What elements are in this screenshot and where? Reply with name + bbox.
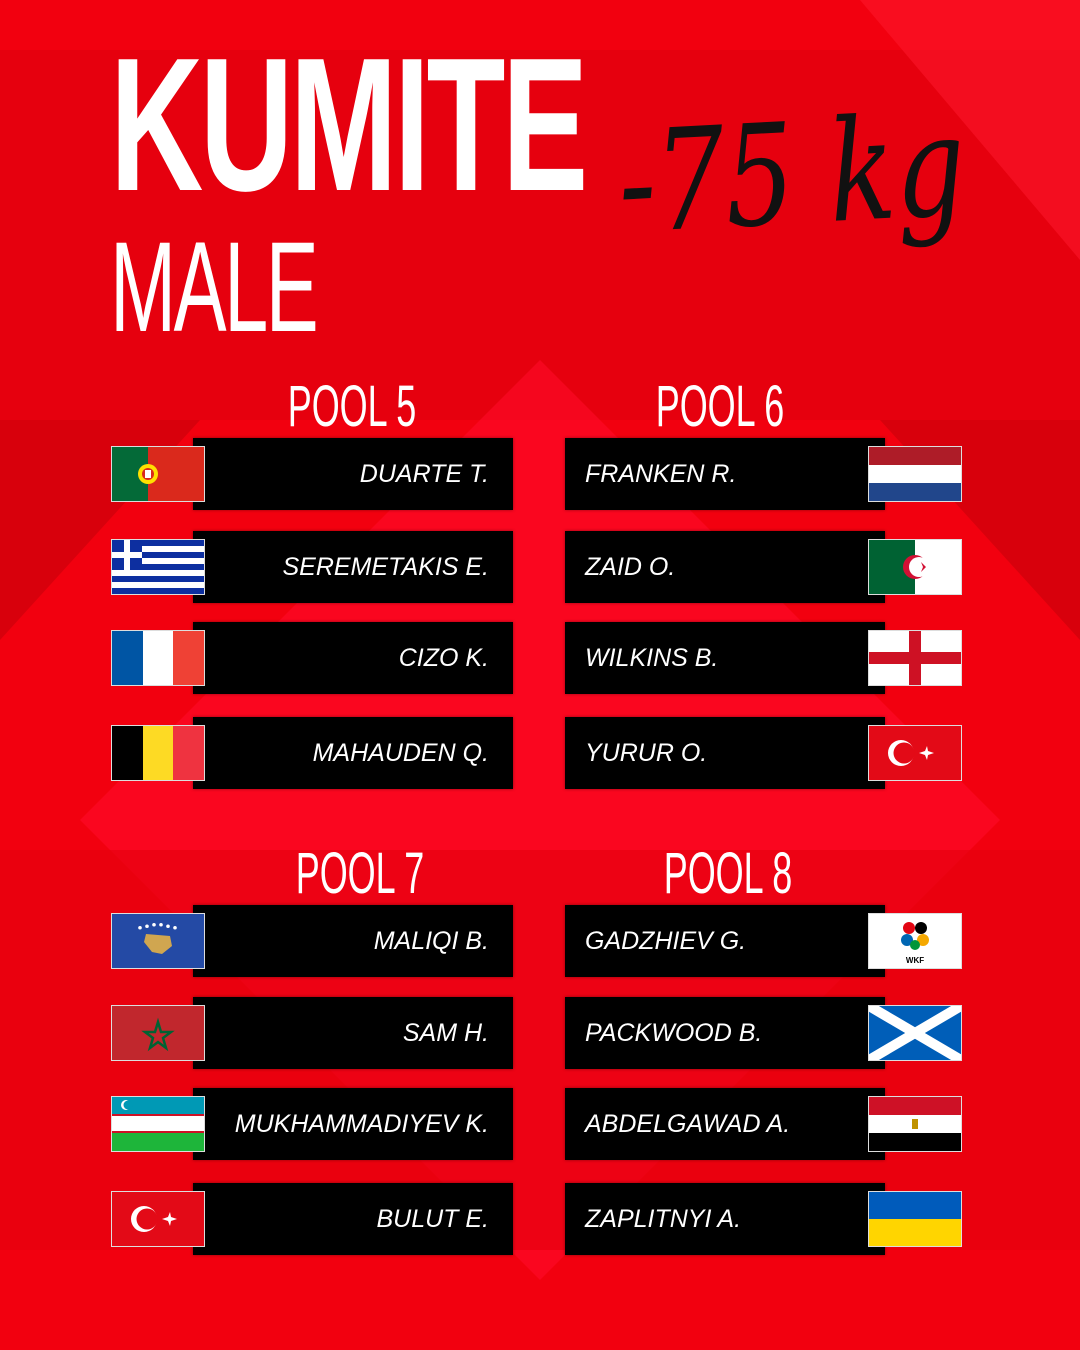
turkey-flag-icon [111,1191,205,1247]
pool-title: POOL 7 [295,841,425,906]
netherlands-flag-icon [868,446,962,502]
athlete-row: ZAPLITNYI A. [565,1183,885,1255]
athlete-name: ZAPLITNYI A. [585,1205,742,1233]
ukraine-flag-icon [868,1191,962,1247]
athlete-row: MUKHAMMADIYEV K. [193,1088,513,1160]
athlete-row: SAM H. [193,997,513,1069]
morocco-flag-icon [111,1005,205,1061]
athlete-row: BULUT E. [193,1183,513,1255]
athlete-row: WILKINS B. [565,622,885,694]
athlete-row: CIZO K. [193,622,513,694]
athlete-name: CIZO K. [398,644,489,672]
athlete-name: ZAID O. [585,553,676,581]
athlete-row: GADZHIEV G. [565,905,885,977]
portugal-flag-icon [111,446,205,502]
athlete-name: SAM H. [402,1019,489,1047]
athlete-name: MAHAUDEN Q. [312,739,489,767]
weight-category: -75 kg [614,84,970,266]
athlete-row: ABDELGAWAD A. [565,1088,885,1160]
egypt-flag-icon [868,1096,962,1152]
title: KUMITE [110,19,588,231]
athlete-row: ZAID O. [565,531,885,603]
uzbekistan-flag-icon [111,1096,205,1152]
athlete-name: YURUR O. [585,739,708,767]
kosovo-flag-icon [111,913,205,969]
athlete-row: MAHAUDEN Q. [193,717,513,789]
pool-title: POOL 8 [663,841,793,906]
athlete-row: DUARTE T. [193,438,513,510]
athlete-row: SEREMETAKIS E. [193,531,513,603]
wkf-flag-icon: WKF [868,913,962,969]
france-flag-icon [111,630,205,686]
athlete-name: GADZHIEV G. [585,927,747,955]
wkf-logo-text: WKF [906,956,924,965]
athlete-name: BULUT E. [376,1205,489,1233]
athlete-name: WILKINS B. [585,644,719,672]
athlete-name: PACKWOOD B. [585,1019,763,1047]
england-flag-icon [868,630,962,686]
belgium-flag-icon [111,725,205,781]
turkey-flag-icon [868,725,962,781]
athlete-name: ABDELGAWAD A. [585,1110,791,1138]
athlete-name: MUKHAMMADIYEV K. [234,1110,489,1138]
scotland-flag-icon [868,1005,962,1061]
athlete-row: PACKWOOD B. [565,997,885,1069]
pool-title: POOL 5 [287,374,417,439]
athlete-name: SEREMETAKIS E. [282,553,489,581]
greece-flag-icon [111,539,205,595]
athlete-name: DUARTE T. [359,460,489,488]
athlete-row: FRANKEN R. [565,438,885,510]
athlete-name: MALIQI B. [373,927,489,955]
pool-title: POOL 6 [655,374,785,439]
athlete-row: MALIQI B. [193,905,513,977]
athlete-name: FRANKEN R. [585,460,737,488]
athlete-row: YURUR O. [565,717,885,789]
subtitle: MALE [110,216,319,359]
algeria-flag-icon [868,539,962,595]
